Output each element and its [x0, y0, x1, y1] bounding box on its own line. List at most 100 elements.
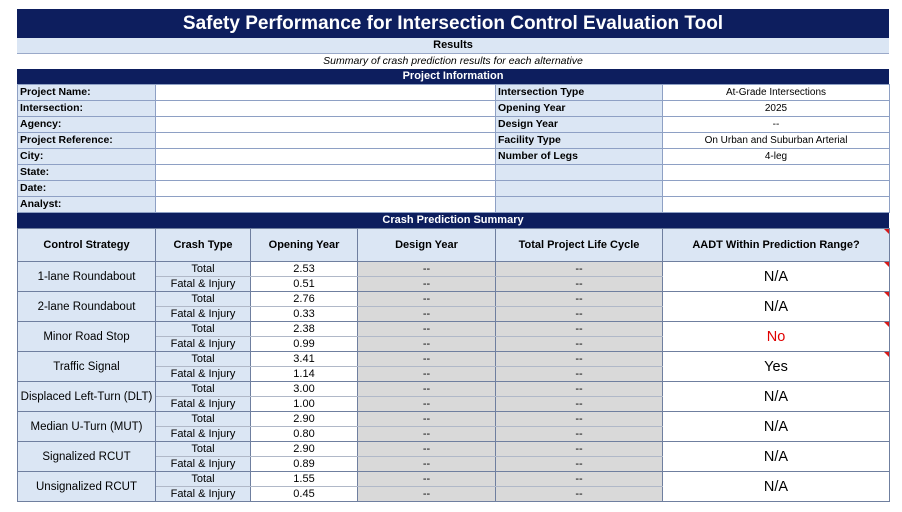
crash-type-fatal-injury: Fatal & Injury	[155, 456, 251, 472]
aadt-within-range-cell[interactable]: N/A	[662, 471, 890, 502]
comment-indicator-icon[interactable]	[884, 292, 889, 297]
opening-year-fatal-injury[interactable]: 1.14	[250, 366, 358, 382]
aadt-within-range-cell[interactable]: Yes	[662, 351, 890, 382]
design-year-total[interactable]: --	[357, 261, 496, 277]
aadt-value: N/A	[763, 298, 789, 315]
design-year-total[interactable]: --	[357, 291, 496, 307]
intersection-info-label: Opening Year	[495, 100, 663, 117]
header-crash-type[interactable]: Crash Type	[155, 228, 251, 262]
intersection-info-value[interactable]: 4-leg	[662, 148, 890, 165]
crash-type-total: Total	[155, 441, 251, 457]
header-opening-year[interactable]: Opening Year	[250, 228, 358, 262]
header-design-year[interactable]: Design Year	[357, 228, 496, 262]
comment-indicator-icon[interactable]	[884, 322, 889, 327]
intersection-info-value-empty[interactable]	[662, 164, 890, 181]
opening-year-total[interactable]: 3.41	[250, 351, 358, 367]
opening-year-fatal-injury[interactable]: 0.33	[250, 306, 358, 322]
crash-row-fatal-injury: Fatal & Injury 0.45 -- --	[18, 486, 890, 502]
design-year-fatal-injury[interactable]: --	[357, 426, 496, 442]
design-year-total[interactable]: --	[357, 351, 496, 367]
life-cycle-total[interactable]: --	[495, 441, 663, 457]
design-year-fatal-injury[interactable]: --	[357, 486, 496, 502]
life-cycle-total[interactable]: --	[495, 471, 663, 487]
opening-year-fatal-injury[interactable]: 0.89	[250, 456, 358, 472]
crash-row-fatal-injury: Fatal & Injury 0.99 -- --	[18, 336, 890, 352]
design-year-fatal-injury[interactable]: --	[357, 336, 496, 352]
life-cycle-fatal-injury[interactable]: --	[495, 336, 663, 352]
crash-row-total: 2-lane Roundabout Total 2.76 -- -- N/A	[17, 291, 890, 322]
intersection-info-value-empty[interactable]	[662, 180, 890, 197]
life-cycle-fatal-injury[interactable]: --	[495, 456, 663, 472]
design-year-total[interactable]: --	[357, 411, 496, 427]
aadt-within-range-cell[interactable]: N/A	[662, 441, 890, 472]
project-info-input-cell[interactable]	[155, 180, 496, 197]
design-year-total[interactable]: --	[357, 321, 496, 337]
design-year-fatal-injury[interactable]: --	[357, 396, 496, 412]
opening-year-fatal-injury[interactable]: 0.80	[250, 426, 358, 442]
opening-year-fatal-injury[interactable]: 1.00	[250, 396, 358, 412]
project-info-input-cell[interactable]	[155, 132, 496, 149]
opening-year-total[interactable]: 2.90	[250, 441, 358, 457]
intersection-info-value-empty[interactable]	[662, 196, 890, 213]
opening-year-fatal-injury[interactable]: 0.99	[250, 336, 358, 352]
life-cycle-fatal-injury[interactable]: --	[495, 366, 663, 382]
design-year-total[interactable]: --	[357, 381, 496, 397]
life-cycle-fatal-injury[interactable]: --	[495, 396, 663, 412]
project-info-row: State:	[17, 164, 890, 181]
life-cycle-fatal-injury[interactable]: --	[495, 306, 663, 322]
header-total-project-life-cycle[interactable]: Total Project Life Cycle	[495, 228, 663, 262]
aadt-within-range-cell[interactable]: N/A	[662, 381, 890, 412]
opening-year-fatal-injury[interactable]: 0.51	[250, 276, 358, 292]
opening-year-total[interactable]: 2.76	[250, 291, 358, 307]
project-info-input-cell[interactable]	[155, 84, 496, 101]
header-control-strategy[interactable]: Control Strategy	[17, 228, 156, 262]
opening-year-fatal-injury[interactable]: 0.45	[250, 486, 358, 502]
opening-year-total[interactable]: 2.90	[250, 411, 358, 427]
life-cycle-total[interactable]: --	[495, 411, 663, 427]
project-info-input-cell[interactable]	[155, 148, 496, 165]
project-info-row: City: Number of Legs 4-leg	[17, 148, 890, 165]
life-cycle-total[interactable]: --	[495, 381, 663, 397]
design-year-fatal-injury[interactable]: --	[357, 306, 496, 322]
comment-indicator-icon[interactable]	[884, 262, 889, 267]
comment-indicator-icon[interactable]	[884, 352, 889, 357]
aadt-value: N/A	[763, 418, 789, 435]
life-cycle-fatal-injury[interactable]: --	[495, 276, 663, 292]
control-strategy-cell: Displaced Left-Turn (DLT)	[17, 381, 156, 412]
life-cycle-total[interactable]: --	[495, 291, 663, 307]
life-cycle-fatal-injury[interactable]: --	[495, 486, 663, 502]
life-cycle-total[interactable]: --	[495, 351, 663, 367]
aadt-value: N/A	[763, 268, 789, 285]
crash-type-total: Total	[155, 291, 251, 307]
project-info-input-cell[interactable]	[155, 164, 496, 181]
aadt-within-range-cell[interactable]: N/A	[662, 261, 890, 292]
opening-year-total[interactable]: 2.38	[250, 321, 358, 337]
project-info-input-cell[interactable]	[155, 100, 496, 117]
project-info-input-cell[interactable]	[155, 196, 496, 213]
design-year-total[interactable]: --	[357, 441, 496, 457]
header-aadt-range[interactable]: AADT Within Prediction Range?	[662, 228, 890, 262]
intersection-info-value[interactable]: --	[662, 116, 890, 133]
opening-year-total[interactable]: 3.00	[250, 381, 358, 397]
design-year-fatal-injury[interactable]: --	[357, 366, 496, 382]
aadt-within-range-cell[interactable]: N/A	[662, 291, 890, 322]
crash-type-total: Total	[155, 351, 251, 367]
aadt-within-range-cell[interactable]: N/A	[662, 411, 890, 442]
opening-year-total[interactable]: 2.53	[250, 261, 358, 277]
control-strategy-cell: Minor Road Stop	[17, 321, 156, 352]
comment-indicator-icon[interactable]	[884, 229, 889, 234]
control-strategy-cell: 2-lane Roundabout	[17, 291, 156, 322]
project-info-input-cell[interactable]	[155, 116, 496, 133]
intersection-info-value[interactable]: 2025	[662, 100, 890, 117]
life-cycle-total[interactable]: --	[495, 321, 663, 337]
design-year-fatal-injury[interactable]: --	[357, 276, 496, 292]
intersection-info-label: Intersection Type	[495, 84, 663, 101]
intersection-info-value[interactable]: At-Grade Intersections	[662, 84, 890, 101]
design-year-fatal-injury[interactable]: --	[357, 456, 496, 472]
life-cycle-fatal-injury[interactable]: --	[495, 426, 663, 442]
design-year-total[interactable]: --	[357, 471, 496, 487]
aadt-within-range-cell[interactable]: No	[662, 321, 890, 352]
intersection-info-value[interactable]: On Urban and Suburban Arterial	[662, 132, 890, 149]
life-cycle-total[interactable]: --	[495, 261, 663, 277]
opening-year-total[interactable]: 1.55	[250, 471, 358, 487]
